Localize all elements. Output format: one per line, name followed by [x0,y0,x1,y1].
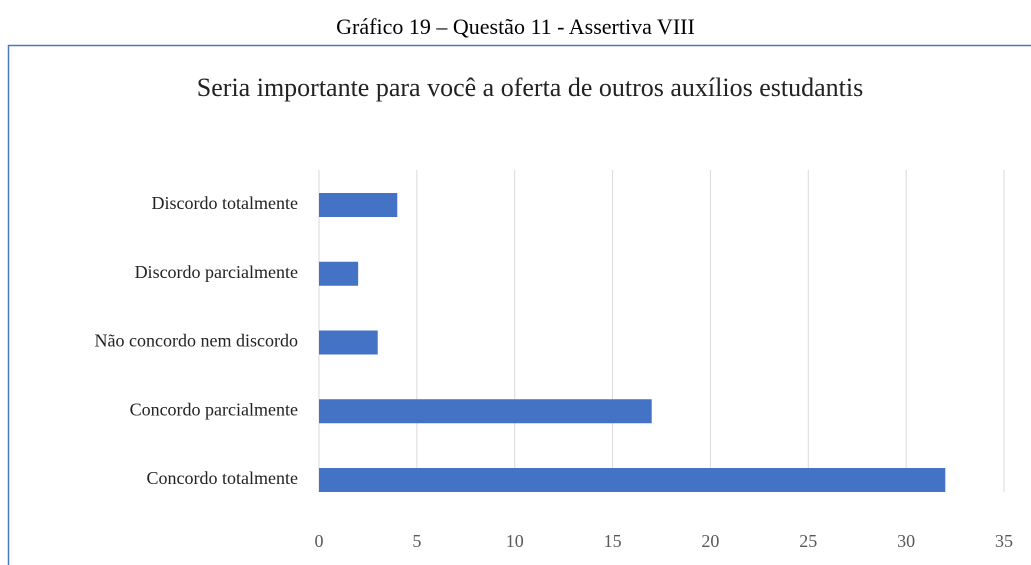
y-tick-label: Não concordo nem discordo [95,331,298,351]
x-tick-label: 25 [799,531,817,551]
bar [319,399,652,424]
bar [319,261,359,286]
x-tick-label: 5 [412,531,421,551]
bar [319,330,378,355]
bar [319,468,946,492]
x-tick-label: 0 [315,531,324,551]
x-tick-label: 15 [604,531,622,551]
bar [319,193,398,217]
chart-title: Seria importante para você a oferta de o… [196,73,864,102]
x-tick-label: 10 [506,531,524,551]
caption: Gráfico 19 – Questão 11 - Assertiva VIII [336,14,695,39]
y-tick-label: Concordo parcialmente [130,399,298,419]
y-tick-label: Discordo parcialmente [135,262,298,282]
y-tick-label: Discordo totalmente [152,193,298,213]
x-tick-label: 35 [995,531,1013,551]
y-tick-label: Concordo totalmente [147,468,298,488]
chart-border [7,44,1031,565]
x-tick-label: 20 [701,531,719,551]
x-tick-label: 30 [897,531,915,551]
